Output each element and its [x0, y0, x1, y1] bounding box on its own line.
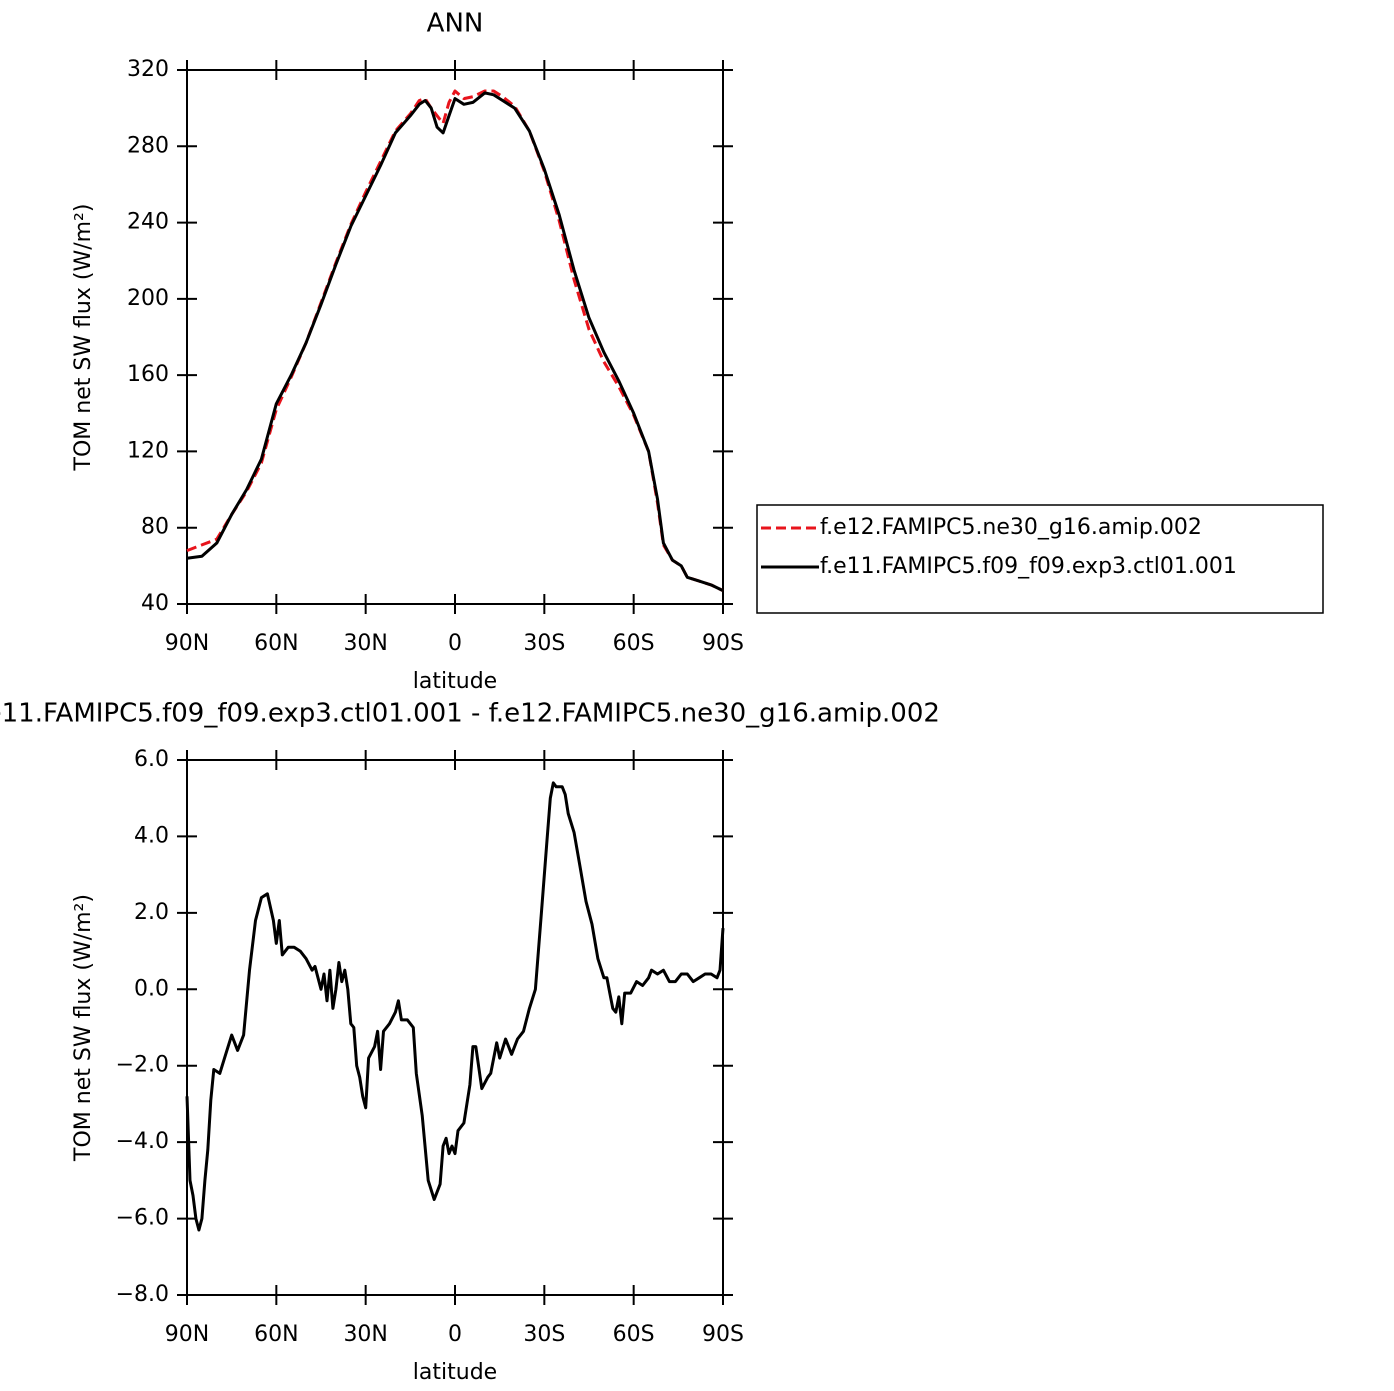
y-tick-label: 40 — [141, 591, 169, 616]
x-tick-label: 30N — [343, 1322, 387, 1347]
y-tick-label: 4.0 — [134, 823, 169, 848]
data-line — [186, 91, 724, 592]
data-line — [186, 89, 724, 592]
x-tick-label: 90N — [165, 631, 209, 656]
data-line — [185, 781, 725, 1232]
y-tick-label: 120 — [127, 438, 169, 463]
x-tick-label: 0 — [448, 631, 462, 656]
x-axis-label: latitude — [413, 669, 497, 694]
x-tick-label: 60S — [613, 631, 655, 656]
y-tick-label: 2.0 — [134, 900, 169, 925]
y-tick-label: −6.0 — [116, 1206, 169, 1231]
y-tick-label: 6.0 — [134, 747, 169, 772]
x-tick-label: 60S — [613, 1322, 655, 1347]
x-tick-label: 0 — [448, 1322, 462, 1347]
chart-title: f.e11.FAMIPC5.f09_f09.exp3.ctl01.001 - f… — [0, 699, 940, 729]
y-tick-label: 80 — [141, 515, 169, 540]
y-tick-label: 240 — [127, 210, 169, 235]
y-tick-label: 200 — [127, 286, 169, 311]
x-axis-label: latitude — [413, 1360, 497, 1385]
legend-label: f.e11.FAMIPC5.f09_f09.exp3.ctl01.001 — [820, 554, 1237, 579]
legend-box — [756, 504, 1324, 614]
plot-frame — [186, 759, 724, 1296]
y-tick-label: 0.0 — [134, 976, 169, 1001]
y-axis-label: TOM net SW flux (W/m²) — [71, 894, 96, 1162]
x-tick-label: 30N — [343, 631, 387, 656]
plot-frame — [186, 69, 724, 605]
x-tick-label: 90S — [702, 631, 744, 656]
y-tick-label: −4.0 — [116, 1129, 169, 1154]
x-tick-label: 30S — [523, 631, 565, 656]
y-tick-label: −8.0 — [116, 1282, 169, 1307]
y-tick-label: 160 — [127, 362, 169, 387]
x-tick-label: 90N — [165, 1322, 209, 1347]
y-tick-label: −2.0 — [116, 1053, 169, 1078]
chart-title: ANN — [427, 9, 484, 39]
y-tick-label: 280 — [127, 133, 169, 158]
x-tick-label: 60N — [254, 1322, 298, 1347]
x-tick-label: 90S — [702, 1322, 744, 1347]
y-axis-label: TOM net SW flux (W/m²) — [71, 204, 96, 472]
y-tick-label: 320 — [127, 57, 169, 82]
x-tick-label: 30S — [523, 1322, 565, 1347]
legend-label: f.e12.FAMIPC5.ne30_g16.amip.002 — [820, 515, 1202, 540]
x-tick-label: 60N — [254, 631, 298, 656]
